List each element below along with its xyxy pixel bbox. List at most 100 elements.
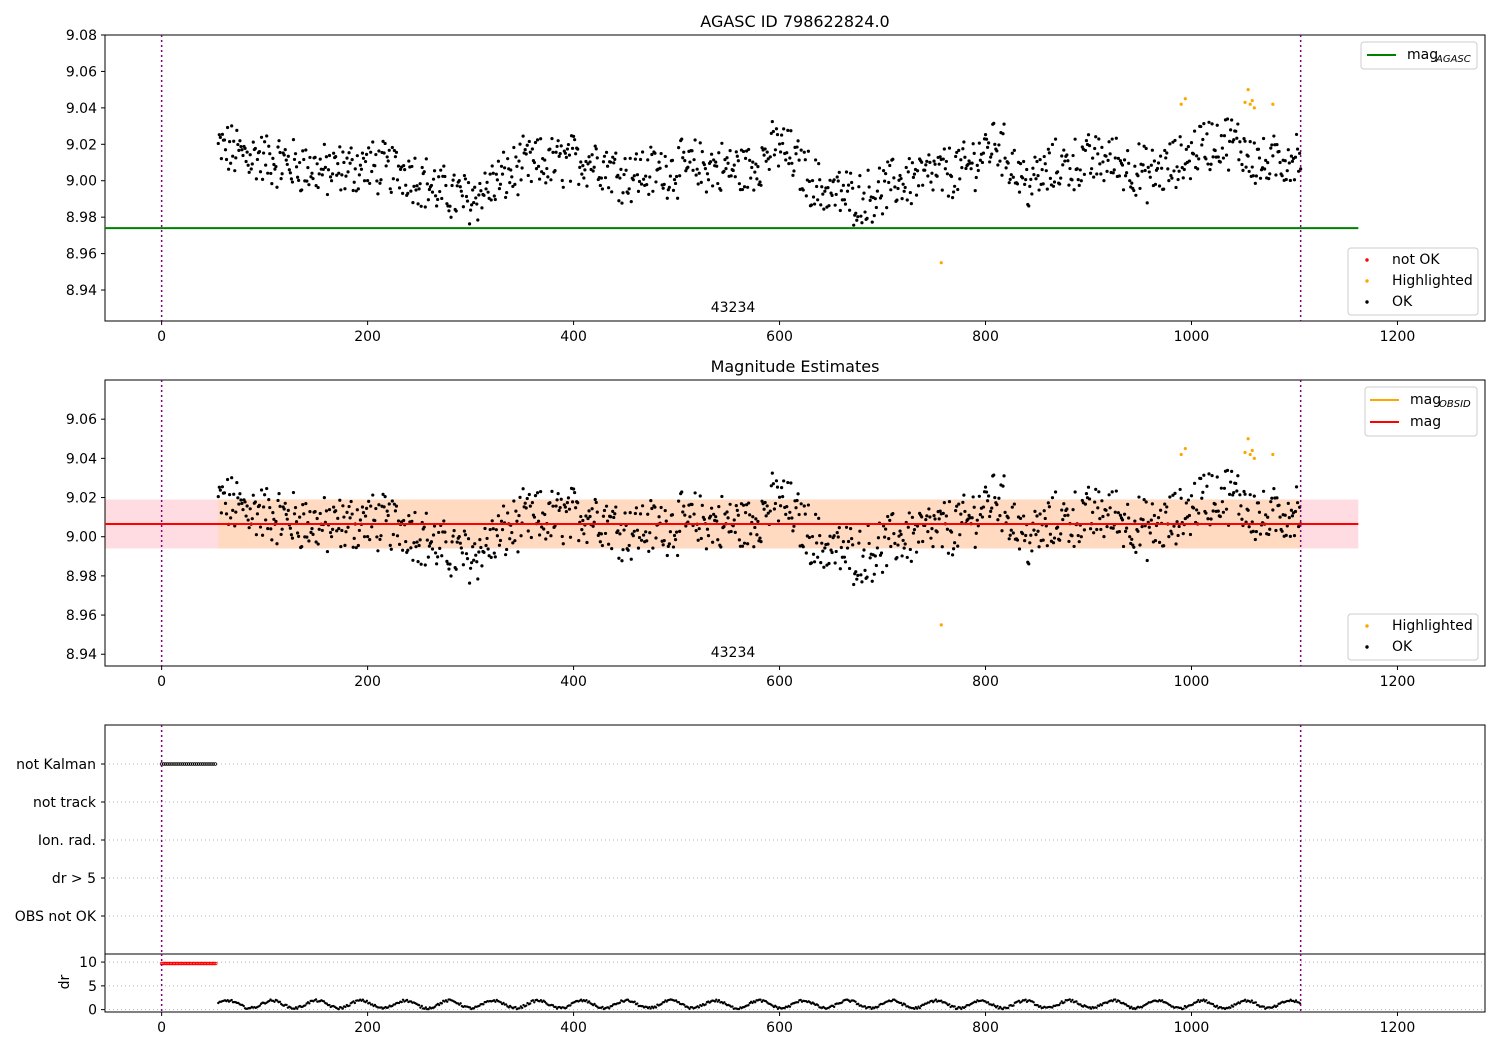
ok-point <box>1130 537 1134 541</box>
dr-point <box>446 1000 449 1003</box>
ok-point <box>540 525 544 529</box>
ok-point <box>1035 159 1039 164</box>
ok-point <box>1146 165 1150 169</box>
ok-point <box>1140 524 1144 529</box>
ok-point <box>462 173 467 178</box>
ok-point <box>949 530 954 534</box>
ok-point <box>1093 500 1097 504</box>
ok-point <box>390 145 394 150</box>
ok-point <box>785 151 789 155</box>
ok-point <box>842 555 847 559</box>
ok-point <box>529 179 533 184</box>
ok-point <box>950 195 955 200</box>
ok-point <box>1175 165 1179 169</box>
ok-point <box>571 134 576 138</box>
ok-point <box>1000 529 1004 533</box>
ok-point <box>220 132 225 136</box>
ok-point <box>664 164 668 168</box>
ok-point <box>317 172 321 176</box>
ok-point <box>1062 148 1066 152</box>
ok-point <box>458 185 462 189</box>
ok-point <box>498 182 503 186</box>
ok-point <box>729 174 733 178</box>
ok-point <box>868 556 872 560</box>
ok-point <box>1289 508 1293 512</box>
ok-point <box>394 150 399 154</box>
dr-point <box>459 1002 462 1005</box>
ok-point <box>574 152 578 156</box>
ok-point <box>1177 169 1181 173</box>
ok-point <box>1200 143 1204 147</box>
ok-point <box>1162 187 1166 191</box>
ok-point <box>931 188 935 192</box>
ok-point <box>558 152 562 156</box>
ok-point <box>1158 154 1163 158</box>
ok-point <box>1033 509 1037 513</box>
ok-point <box>1205 132 1209 136</box>
ok-point <box>865 575 869 579</box>
ok-point <box>776 519 781 523</box>
highlighted-point <box>939 623 943 627</box>
ok-point <box>1006 161 1010 165</box>
ok-point <box>266 526 270 531</box>
ok-point <box>1044 169 1048 173</box>
ok-point <box>546 530 550 535</box>
ok-point <box>467 222 472 226</box>
ok-point <box>1024 178 1028 182</box>
ok-point <box>285 162 289 167</box>
ok-point <box>790 161 794 165</box>
ok-point <box>1178 135 1182 139</box>
ok-point <box>668 530 672 534</box>
legend-obsid-label: mag <box>1410 392 1441 408</box>
ok-point <box>224 157 229 162</box>
ok-point <box>837 170 841 174</box>
ok-point <box>1296 169 1301 173</box>
ok-point <box>1171 493 1175 497</box>
dr-point <box>649 1007 652 1010</box>
not-kalman-point <box>176 762 180 766</box>
dr-point <box>986 1001 990 1004</box>
ok-point <box>1095 172 1099 176</box>
ok-point <box>1207 472 1211 476</box>
ok-point <box>886 514 890 519</box>
ok-point <box>493 197 497 202</box>
ok-point <box>773 148 778 152</box>
axes-dr <box>104 953 1486 1013</box>
ok-point <box>1236 122 1240 126</box>
dr-point <box>468 1006 472 1009</box>
ok-point <box>629 200 633 204</box>
dr-point <box>368 1001 371 1005</box>
ok-point <box>513 539 517 543</box>
dr-point <box>419 1006 422 1009</box>
ok-point <box>550 489 554 493</box>
ok-point <box>971 495 975 499</box>
ok-point <box>812 560 817 564</box>
ok-point <box>868 198 872 202</box>
dr-point <box>504 1003 508 1006</box>
ok-point <box>560 178 564 183</box>
ok-point <box>915 524 920 528</box>
ok-point <box>591 524 595 528</box>
dr-point <box>618 1001 622 1004</box>
ok-point <box>524 506 528 510</box>
y-tick-label: 9.06 <box>66 64 97 80</box>
ok-point <box>1093 146 1097 151</box>
dr-point <box>682 1003 686 1006</box>
ok-point <box>353 167 357 171</box>
ok-point <box>1008 533 1012 537</box>
ok-point <box>1076 178 1080 182</box>
ok-point <box>349 146 353 150</box>
ok-point <box>997 496 1001 500</box>
dr-point <box>494 1000 497 1003</box>
legend-highlighted-marker <box>1365 279 1369 283</box>
x-tick-label: 400 <box>560 1020 587 1036</box>
dr-point <box>1243 998 1247 1001</box>
ok-point <box>1028 541 1032 545</box>
legend-agasc-subscript: AGASC <box>1435 54 1471 65</box>
ok-point <box>916 184 921 188</box>
ok-point <box>1293 155 1298 159</box>
ok-point <box>1292 534 1297 538</box>
ok-point <box>269 171 273 176</box>
ok-point <box>717 505 721 509</box>
ok-point <box>782 127 786 131</box>
